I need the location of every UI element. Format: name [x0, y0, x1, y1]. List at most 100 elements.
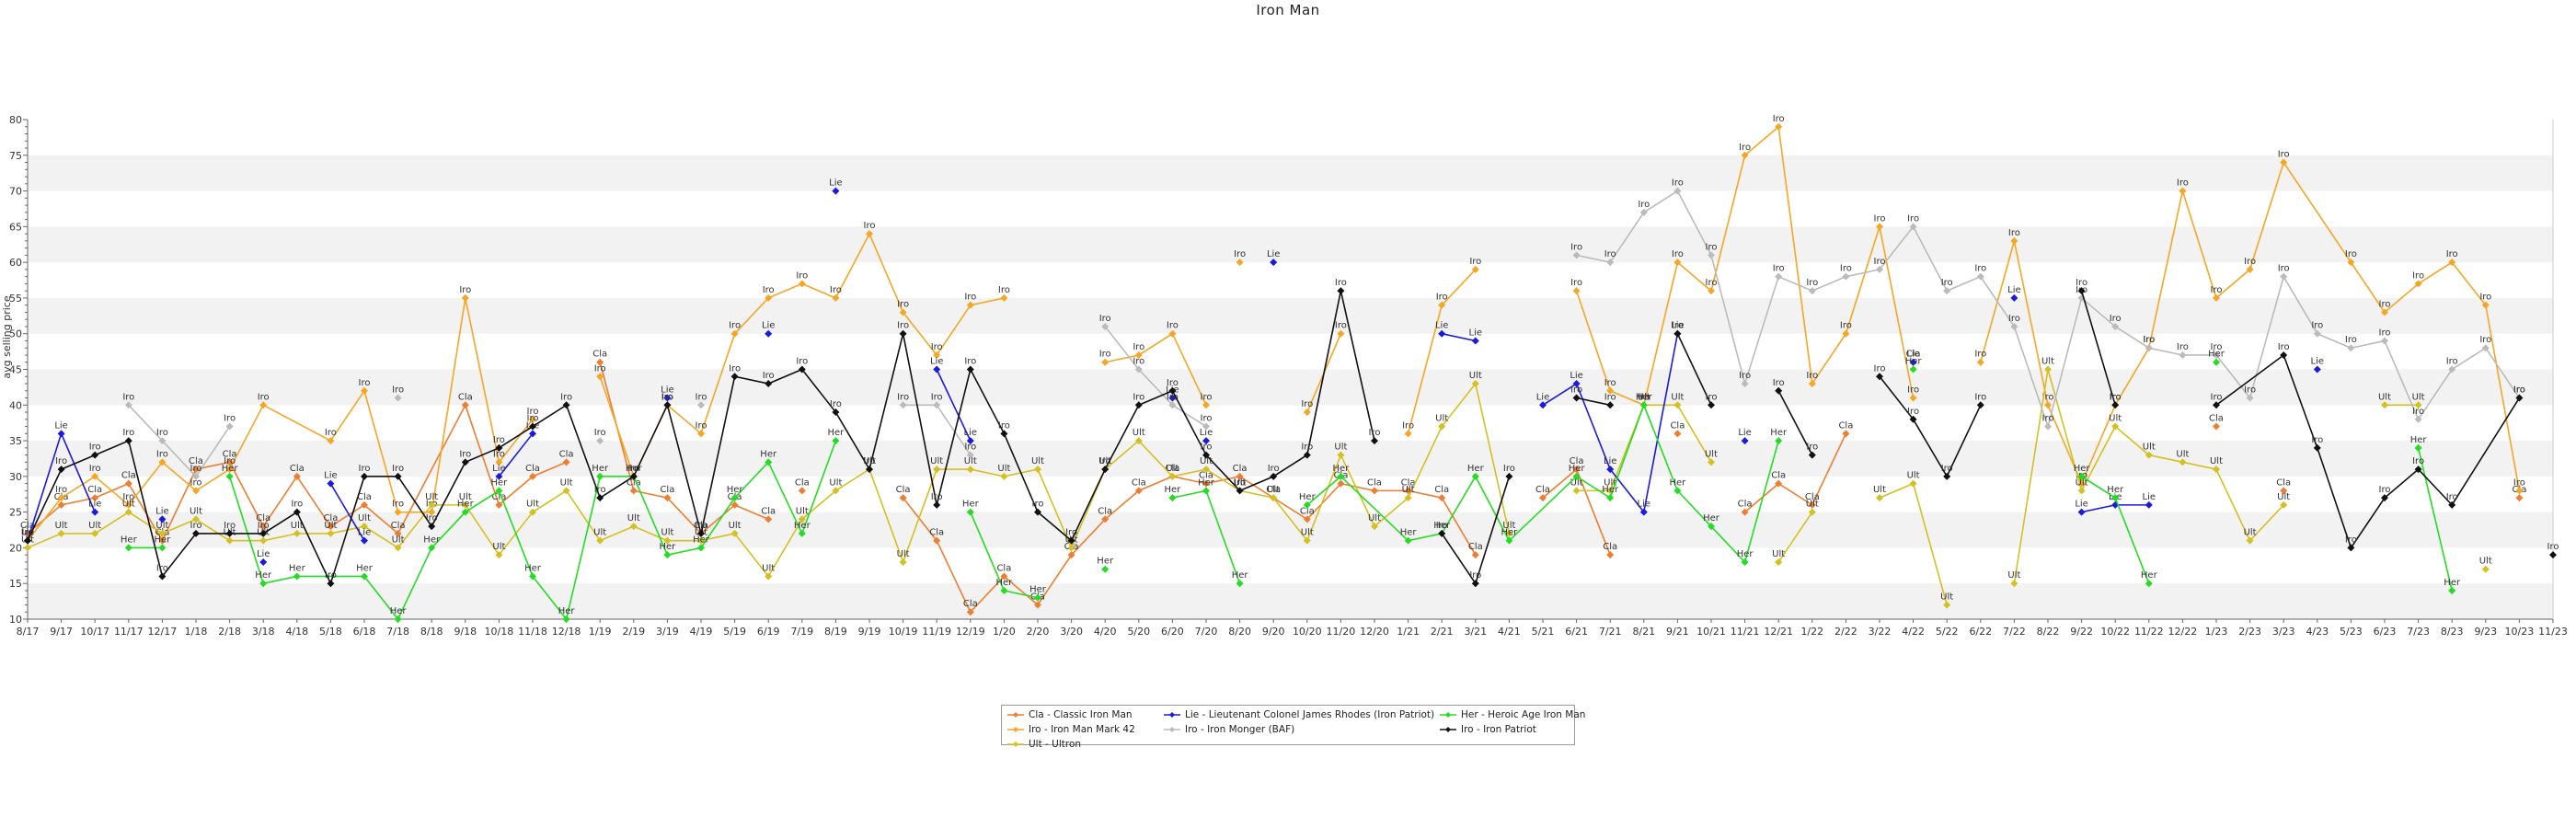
data-label: Iro [258, 521, 270, 531]
data-label: Iro [2513, 385, 2525, 396]
data-point [2213, 293, 2220, 302]
data-point [124, 479, 132, 488]
data-label: Iro [964, 357, 976, 367]
data-label: Ult [2244, 528, 2257, 538]
data-point [1606, 259, 1615, 267]
legend-item: Ult - Ultron [1007, 738, 1164, 750]
x-tick-label: 3/18 [252, 626, 275, 638]
data-label: Iro [864, 221, 876, 231]
data-point [1034, 508, 1041, 516]
data-label: Iro [325, 428, 337, 438]
data-label: Iro [1167, 392, 1179, 402]
series-5: Her Her Her Her Her Her Her Her Her Her Her Her Her H… [121, 350, 2461, 623]
data-label: Iro [2042, 392, 2054, 402]
data-point [394, 472, 402, 480]
data-point [24, 544, 31, 552]
data-label: Lie [2007, 285, 2021, 295]
data-label: Cla [256, 513, 270, 523]
data-point [2481, 565, 2490, 573]
data-label: Iro [1604, 378, 1616, 388]
data-label: Iro [1369, 428, 1381, 438]
data-label: Ult [796, 506, 809, 516]
data-label: Iro [89, 443, 101, 453]
data-point [2077, 287, 2086, 295]
data-label: Lie [930, 357, 944, 367]
data-point [1876, 373, 1883, 381]
data-label: Iro [190, 464, 202, 474]
data-point [1034, 466, 1041, 474]
x-tick-label: 9/17 [50, 626, 73, 638]
data-point [2145, 451, 2153, 459]
data-label: Her [289, 563, 306, 573]
data-label: Lie [661, 385, 674, 396]
data-label: Iro [1672, 178, 1684, 189]
data-point [1202, 451, 1210, 459]
data-point [1606, 494, 1615, 502]
data-label: Lie [2311, 357, 2325, 367]
data-point [730, 329, 739, 338]
data-label: Iro [1941, 464, 1953, 474]
data-label: Cla [525, 464, 540, 474]
grid-band [28, 441, 2553, 477]
y-tick-label: 55 [9, 293, 22, 305]
series-6: Iro Iro Iro Iro Iro Iro Iro Iro Iro Iro Iro Iro Iro I… [22, 278, 2559, 588]
data-label: Ult [291, 521, 304, 531]
data-point [91, 494, 99, 502]
data-label: Iro [2278, 264, 2290, 274]
y-tick-label: 60 [9, 257, 22, 269]
data-point [327, 580, 335, 588]
data-label: Cla [1906, 350, 1921, 360]
data-label: Iro [1806, 443, 1818, 453]
data-label: Iro [1099, 314, 1111, 324]
data-point [225, 472, 234, 480]
data-point [933, 536, 941, 545]
x-tick-label: 6/22 [1969, 626, 1992, 638]
data-point [2280, 158, 2288, 167]
data-label: Lie [2075, 500, 2088, 510]
data-label: Iro [1065, 528, 1077, 538]
data-point [158, 529, 167, 537]
data-point [1909, 394, 1917, 402]
data-label: Iro [2379, 328, 2391, 338]
data-point [697, 401, 705, 409]
data-point [225, 458, 234, 466]
data-point [394, 615, 402, 623]
data-label: Ult [1166, 464, 1179, 474]
data-label: Ult [2176, 449, 2189, 459]
data-label: Iro [1335, 278, 1347, 288]
data-label: Ult [1502, 521, 1515, 531]
data-point [730, 500, 739, 509]
data-point [663, 401, 672, 409]
legend-label: Iro - Iron Monger (BAF) [1185, 723, 1295, 735]
data-label: Ult [155, 521, 168, 531]
data-label: Her [2074, 464, 2091, 474]
x-tick-label: 10/23 [2505, 626, 2535, 638]
data-label: Cla [1266, 485, 1281, 495]
data-point [1168, 494, 1177, 502]
data-label: Her [760, 449, 777, 459]
x-tick-label: 1/21 [1397, 626, 1420, 638]
data-label: Lie [54, 420, 68, 431]
data-label: Iro [2547, 542, 2559, 552]
x-tick-label: 12/19 [956, 626, 985, 638]
data-point [2145, 500, 2153, 509]
series-line [1980, 160, 2521, 491]
data-point [832, 437, 840, 445]
data-point [225, 529, 234, 537]
data-point [765, 458, 773, 466]
data-point [2414, 401, 2422, 409]
data-label: Cla [2276, 477, 2291, 488]
data-label: Ult [661, 528, 673, 538]
data-label: Her [390, 606, 408, 616]
x-tick-label: 3/23 [2272, 626, 2295, 638]
data-point [461, 508, 469, 516]
data-point [394, 544, 402, 552]
data-label: Iro [2412, 456, 2424, 466]
x-tick-label: 9/23 [2474, 626, 2497, 638]
data-label: Iro [661, 392, 673, 402]
x-tick-label: 10/17 [80, 626, 109, 638]
data-point [1741, 508, 1749, 516]
data-label: Iro [55, 485, 67, 495]
data-label: Iro [1167, 378, 1179, 388]
legend-marker [1445, 726, 1451, 732]
